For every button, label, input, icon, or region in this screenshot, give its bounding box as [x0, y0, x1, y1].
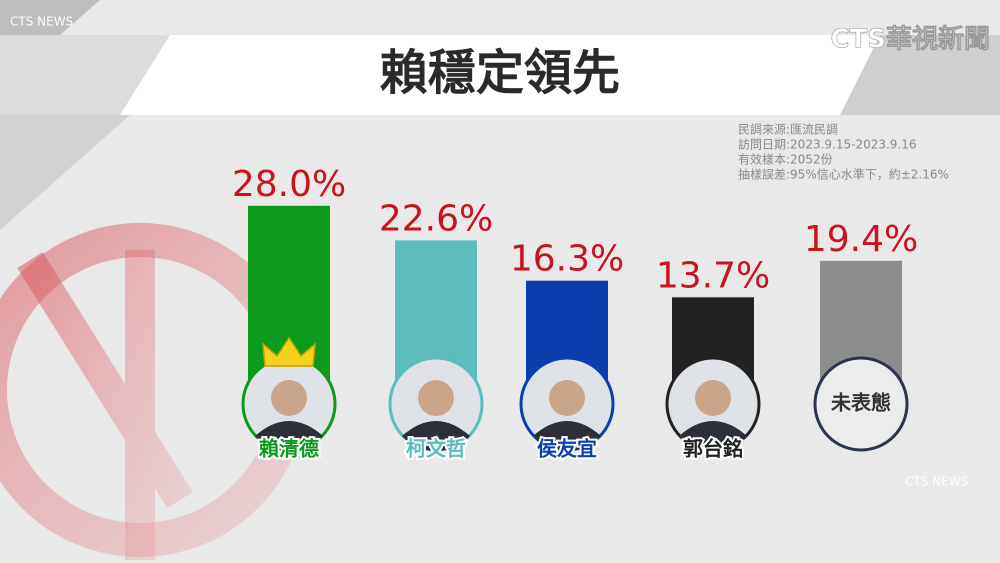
candidate-name: 未表態 [831, 391, 891, 415]
corner-decor [0, 115, 130, 230]
source-note: 有效樣本:2052份 [738, 152, 833, 167]
title-bar [0, 35, 1000, 115]
portrait-body [533, 421, 601, 452]
value-label: 28.0% [232, 164, 346, 205]
value-label: 22.6% [379, 198, 493, 239]
corner-decor [0, 0, 100, 35]
portrait-body [255, 421, 323, 452]
crown [262, 336, 316, 367]
portrait-head [418, 380, 454, 416]
logo-decor [17, 250, 193, 560]
watermark: CTS NEWS [10, 15, 73, 29]
logo: CTS華視新聞 [830, 24, 990, 55]
source-note: 訪問日期:2023.9.15-2023.9.16 [738, 137, 917, 152]
candidate-name: 柯文哲 [406, 437, 466, 461]
value-label: 19.4% [804, 219, 918, 260]
candidate-name: 侯友宜 [537, 437, 597, 461]
candidate-name: 郭台銘 [683, 437, 743, 461]
value-label: 13.7% [656, 255, 770, 296]
source-note: 抽樣誤差:95%信心水準下，約±2.16% [738, 167, 949, 182]
portrait-head [549, 380, 585, 416]
value-label: 16.3% [510, 239, 624, 280]
watermark: CTS NEWS [905, 475, 968, 489]
title-decor [0, 35, 170, 115]
portrait-body [402, 421, 470, 452]
portrait-body [679, 421, 747, 452]
title-decor [840, 35, 1000, 115]
chart-title: 賴穩定領先 [380, 45, 620, 101]
candidate-name: 賴清德 [259, 437, 319, 461]
portrait-head [695, 380, 731, 416]
portrait-head [271, 380, 307, 416]
candidate-circle [813, 356, 909, 452]
source-note: 民調來源:匯流民調 [738, 123, 838, 137]
notes: 民調來源:匯流民調訪問日期:2023.9.15-2023.9.16有效樣本:20… [738, 123, 949, 182]
bars: 28.0% 賴清德 22.6% 柯文哲 16.3% 侯友宜 13.7% 郭台銘 19.4% 未表態 [232, 164, 918, 463]
